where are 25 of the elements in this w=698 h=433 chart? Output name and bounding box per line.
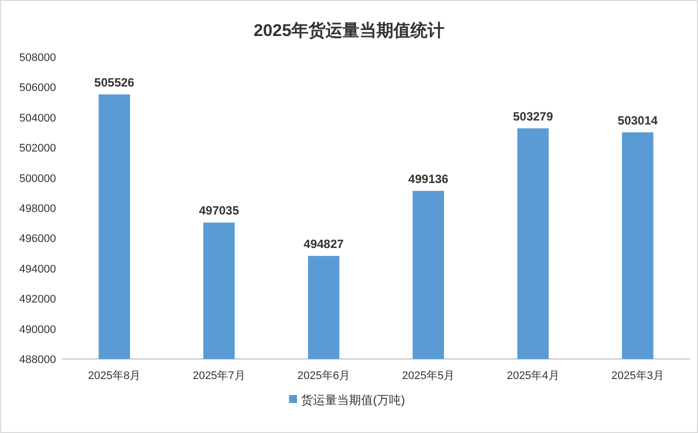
y-tick-label: 496000 — [19, 233, 56, 246]
y-tick-label: 508000 — [19, 52, 56, 64]
data-label: 499136 — [408, 172, 449, 186]
x-tick-label: 2025年4月 — [506, 370, 560, 382]
data-label: 505526 — [94, 75, 135, 90]
y-tick-label: 488000 — [19, 354, 56, 366]
data-label: 503014 — [618, 113, 658, 128]
y-tick-label: 490000 — [19, 324, 56, 336]
chart-title: 2025年货运量当期值统计 — [254, 21, 444, 40]
x-tick-label: 2025年3月 — [611, 370, 664, 382]
data-label: 494827 — [304, 236, 344, 251]
legend: 货运量当期值(万吨) — [289, 393, 405, 407]
x-tick-label: 2025年6月 — [297, 370, 350, 382]
data-label: 497035 — [198, 204, 240, 218]
y-tick-label: 504000 — [19, 112, 56, 124]
x-tick-label: 2025年7月 — [192, 370, 246, 382]
y-tick-label: 494000 — [19, 263, 56, 276]
y-tick-label: 498000 — [19, 203, 56, 215]
y-tick-label: 500000 — [19, 172, 56, 185]
data-label: 503279 — [512, 109, 554, 124]
x-tick-label: 2025年8月 — [88, 370, 141, 382]
y-tick-label: 502000 — [19, 142, 56, 155]
y-tick-label: 492000 — [19, 294, 56, 306]
y-tick-label: 506000 — [19, 82, 56, 94]
x-tick-label: 2025年5月 — [402, 370, 455, 382]
